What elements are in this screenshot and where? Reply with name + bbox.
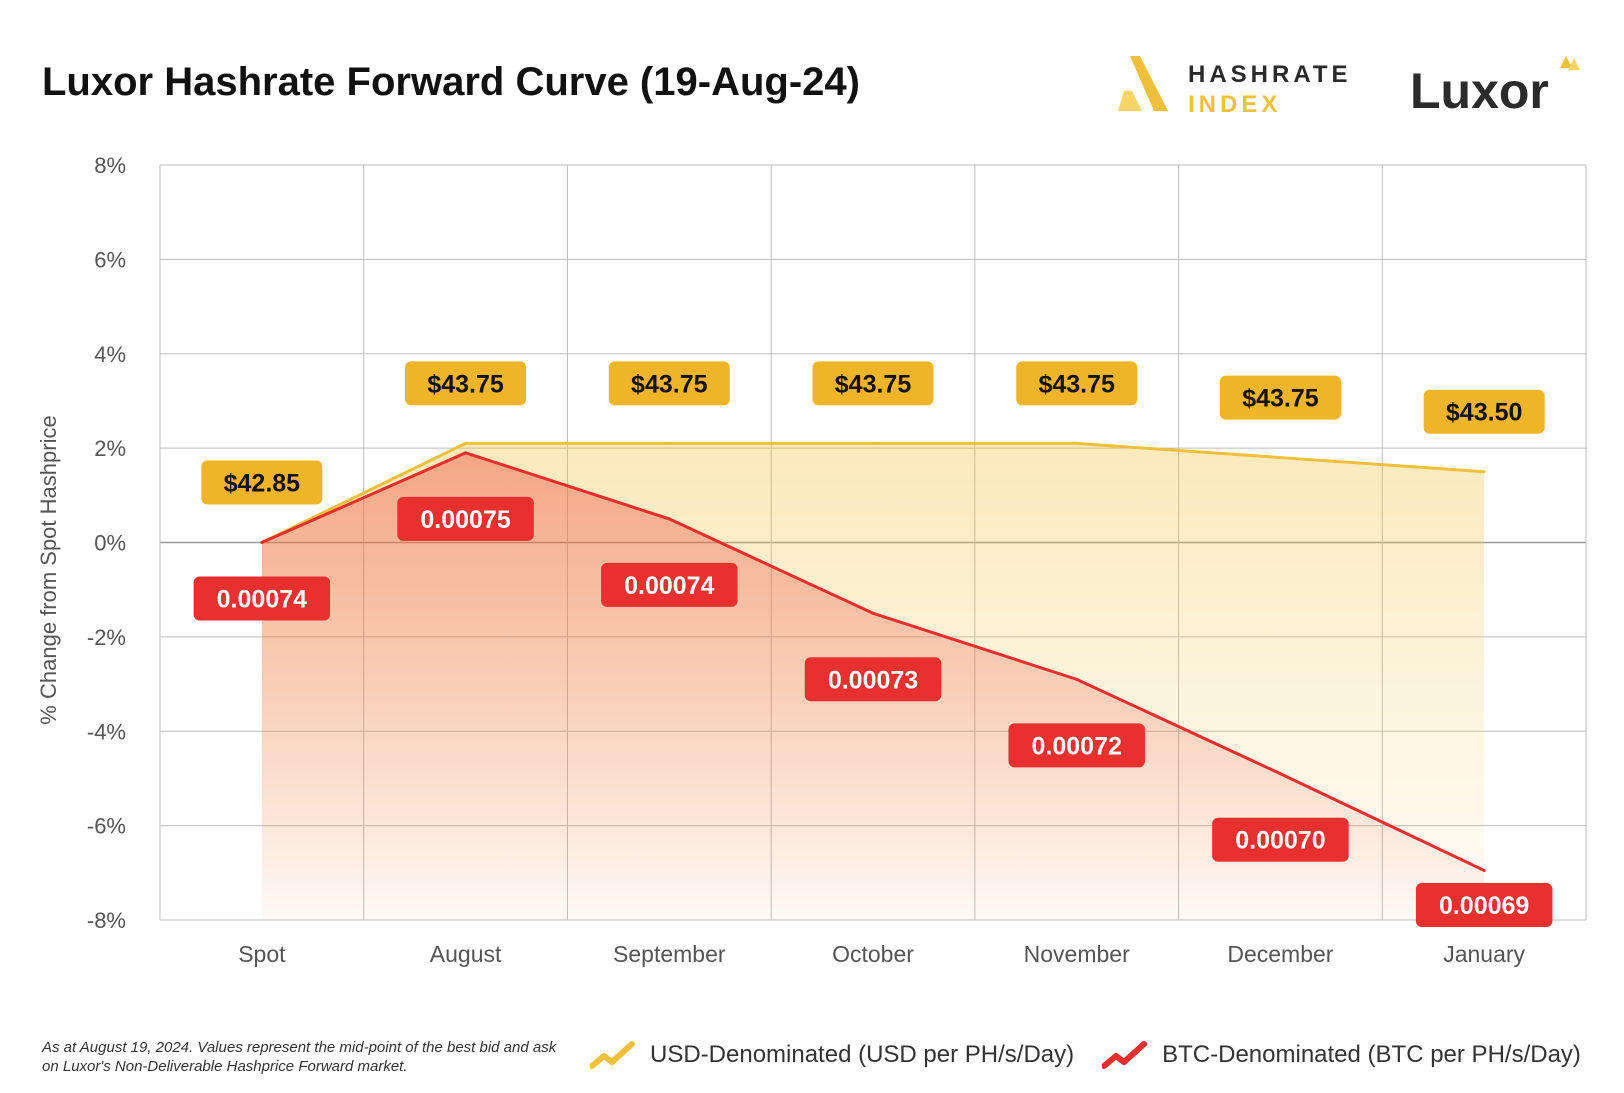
usd-data-label-5-text: $43.75 xyxy=(1242,385,1319,413)
btc-point-5 xyxy=(1278,772,1282,776)
x-tick-label-spot: Spot xyxy=(238,941,286,967)
x-tick-label-october: October xyxy=(832,941,914,967)
btc-data-label-5-text: 0.00070 xyxy=(1235,827,1325,855)
btc-data-label-3-bg xyxy=(804,657,942,702)
btc-data-label-2-text: 0.00074 xyxy=(624,572,714,600)
y-tick-label-4: 0% xyxy=(94,531,126,556)
usd-data-label-3: $43.75 xyxy=(812,361,934,406)
x-tick-label-december: December xyxy=(1227,941,1333,967)
btc-point-6 xyxy=(1482,868,1486,872)
usd-data-label-2-bg xyxy=(608,361,730,406)
hashrate-index-logo-icon xyxy=(1118,56,1168,111)
btc-point-0 xyxy=(260,541,264,544)
hashrate-index-logo-line1: HASHRATE xyxy=(1188,61,1352,88)
y-tick-label-5: 2% xyxy=(94,436,126,461)
y-axis-title: % Change from Spot Hashprice xyxy=(36,415,61,724)
legend-usd-line-icon xyxy=(590,1041,635,1069)
btc-data-label-4: 0.00072 xyxy=(1008,723,1145,768)
y-tick-label-1: -6% xyxy=(87,814,126,839)
btc-data-label-2-bg xyxy=(601,562,738,607)
legend: USD-Denominated (USD per PH/s/Day) BTC-D… xyxy=(590,1040,1609,1070)
luxor-logo-text: Luxor xyxy=(1410,63,1549,119)
usd-data-label-1: $43.75 xyxy=(405,361,527,406)
x-tick-label-august: August xyxy=(430,941,502,967)
btc-data-label-3-text: 0.00073 xyxy=(828,666,918,694)
usd-data-label-5-bg xyxy=(1219,375,1341,420)
luxor-logo: Luxor xyxy=(1410,56,1580,119)
usd-data-label-6-bg xyxy=(1423,389,1545,434)
usd-point-1 xyxy=(464,441,468,445)
usd-point-4 xyxy=(1075,441,1079,445)
legend-item-usd: USD-Denominated (USD per PH/s/Day) xyxy=(590,1040,1074,1070)
legend-item-btc: BTC-Denominated (BTC per PH/s/Day) xyxy=(1102,1040,1581,1070)
hashrate-index-logo-line2: INDEX xyxy=(1188,91,1281,118)
usd-data-label-0-text: $42.85 xyxy=(224,470,301,498)
usd-data-label-6: $43.50 xyxy=(1423,389,1545,434)
usd-point-6 xyxy=(1482,470,1486,474)
legend-usd-label: USD-Denominated (USD per PH/s/Day) xyxy=(650,1041,1075,1068)
usd-point-5 xyxy=(1278,456,1282,460)
usd-data-label-6-text: $43.50 xyxy=(1446,399,1522,427)
legend-btc-line-icon xyxy=(1102,1041,1148,1069)
y-tick-label-7: 6% xyxy=(94,247,126,272)
usd-data-label-1-text: $43.75 xyxy=(427,370,504,398)
x-tick-label-january: January xyxy=(1443,941,1525,967)
usd-data-label-3-bg xyxy=(812,361,934,406)
btc-data-label-0: 0.00074 xyxy=(193,576,331,621)
btc-data-label-1: 0.00075 xyxy=(397,496,534,541)
y-tick-label-8: 8% xyxy=(94,153,126,178)
usd-point-2 xyxy=(667,441,671,445)
usd-data-label-4-text: $43.75 xyxy=(1038,370,1115,398)
usd-point-3 xyxy=(871,441,875,445)
btc-data-label-2: 0.00074 xyxy=(601,562,738,607)
usd-data-label-2: $43.75 xyxy=(608,361,730,406)
usd-data-label-0: $42.85 xyxy=(201,460,323,505)
y-tick-label-0: -8% xyxy=(87,908,126,933)
btc-point-2 xyxy=(667,517,671,521)
data-labels: $42.85 $43.75 $43.75 $43.75 $43.75 $43.75 $43.… xyxy=(193,361,1553,927)
btc-data-label-1-bg xyxy=(397,496,534,541)
usd-data-label-1-bg xyxy=(405,361,527,406)
btc-data-label-3: 0.00073 xyxy=(804,657,942,702)
luxor-logo-icon xyxy=(1560,56,1580,70)
usd-data-label-5: $43.75 xyxy=(1219,375,1341,420)
chart-title: Luxor Hashrate Forward Curve (19-Aug-24) xyxy=(42,60,860,104)
btc-data-label-0-bg xyxy=(193,576,331,621)
usd-data-label-0-bg xyxy=(201,460,323,505)
btc-point-4 xyxy=(1075,677,1079,681)
btc-point-1 xyxy=(464,451,468,455)
btc-data-label-4-text: 0.00072 xyxy=(1032,732,1122,760)
btc-data-label-6-bg xyxy=(1415,883,1553,927)
x-axis-ticks: Spot August September October November Decemb… xyxy=(238,941,1525,967)
btc-data-label-4-bg xyxy=(1008,723,1145,768)
y-tick-label-2: -4% xyxy=(87,719,126,744)
btc-data-label-1-text: 0.00075 xyxy=(420,506,510,534)
y-tick-label-3: -2% xyxy=(87,625,126,650)
btc-data-label-5: 0.00070 xyxy=(1212,817,1349,862)
usd-data-label-4-bg xyxy=(1016,361,1138,406)
x-tick-label-september: September xyxy=(613,941,726,967)
btc-data-label-5-bg xyxy=(1212,817,1349,862)
legend-btc-label: BTC-Denominated (BTC per PH/s/Day) xyxy=(1162,1041,1581,1068)
hashrate-index-logo: HASHRATE INDEX xyxy=(1118,56,1352,118)
btc-point-3 xyxy=(871,611,875,615)
y-tick-label-6: 4% xyxy=(94,342,126,367)
x-tick-label-november: November xyxy=(1024,941,1130,967)
footnote: As at August 19, 2024. Values represent … xyxy=(42,1039,557,1075)
usd-data-label-3-text: $43.75 xyxy=(835,370,912,398)
y-axis-ticks: -8% -6% -4% -2% 0% 2% 4% 6% 8% xyxy=(87,153,126,933)
series-lines xyxy=(260,441,1486,872)
usd-data-label-2-text: $43.75 xyxy=(631,370,708,398)
usd-data-label-4: $43.75 xyxy=(1016,361,1138,406)
btc-data-label-6: 0.00069 xyxy=(1415,883,1553,927)
btc-data-label-6-text: 0.00069 xyxy=(1439,892,1529,920)
btc-data-label-0-text: 0.00074 xyxy=(217,586,307,614)
